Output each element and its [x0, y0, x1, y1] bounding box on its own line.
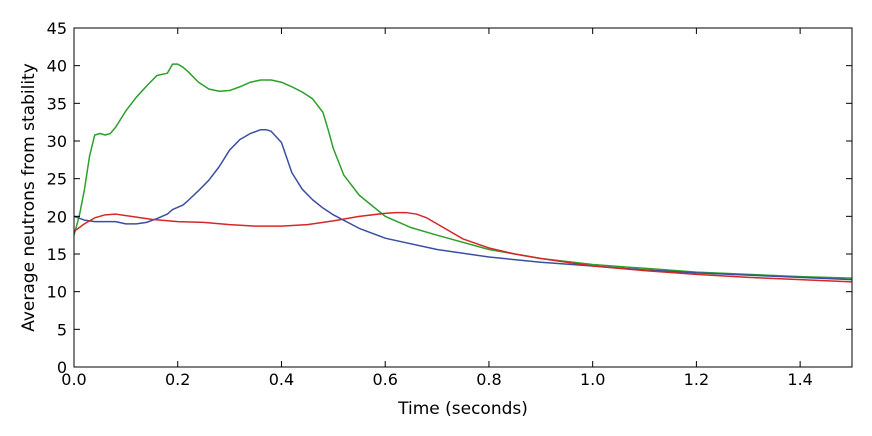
- series-line-2: [74, 128, 852, 281]
- y-tick-label: 15: [47, 245, 67, 264]
- x-tick-label: 0.6: [372, 370, 397, 389]
- y-tick-label: 20: [47, 207, 67, 226]
- series-line-1: [74, 63, 852, 279]
- y-tick-label: 45: [47, 19, 67, 38]
- x-tick-label: 0.0: [61, 370, 86, 389]
- x-axis-label: Time (seconds): [397, 399, 528, 419]
- series-line-3: [74, 211, 852, 283]
- y-tick-label: 5: [57, 320, 67, 339]
- plot-frame: [73, 27, 853, 368]
- y-tick-label: 25: [47, 170, 67, 189]
- y-tick-label: 10: [47, 283, 67, 302]
- y-axis-label: Average neutrons from stability: [19, 63, 39, 332]
- y-tick-label: 35: [47, 94, 67, 113]
- y-tick-label: 30: [47, 132, 67, 151]
- x-tick-label: 0.2: [165, 370, 190, 389]
- y-tick-label: 0: [57, 358, 67, 377]
- x-tick-label: 1.4: [787, 370, 812, 389]
- x-tick-label: 1.0: [580, 370, 605, 389]
- axes-layer: 0.0 0.2 0.4 0.6 0.8 1.0 1.2 1.4 0 5 10 15 20 25 30 35 40…: [47, 19, 853, 389]
- x-tick-label: 0.8: [476, 370, 501, 389]
- series-layer: [74, 63, 852, 283]
- x-tick-label: 0.4: [269, 370, 294, 389]
- y-tick-label: 40: [47, 57, 67, 76]
- x-tick-label: 1.2: [684, 370, 709, 389]
